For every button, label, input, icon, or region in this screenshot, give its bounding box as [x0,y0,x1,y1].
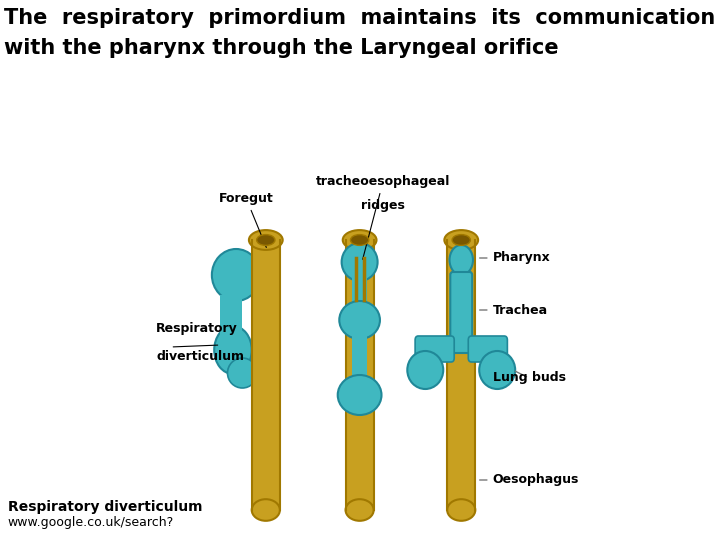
FancyBboxPatch shape [415,336,454,362]
FancyBboxPatch shape [450,272,472,353]
Text: Lung buds: Lung buds [492,371,565,384]
Text: Pharynx: Pharynx [480,252,550,265]
Text: ridges: ridges [361,199,405,212]
Ellipse shape [452,234,470,245]
Ellipse shape [256,234,275,245]
Text: Oesophagus: Oesophagus [480,474,579,487]
Text: The  respiratory  primordium  maintains  its  communication: The respiratory primordium maintains its… [4,8,715,28]
Ellipse shape [228,358,257,388]
Ellipse shape [338,375,382,415]
Text: diverticulum: diverticulum [156,350,244,363]
Text: Foregut: Foregut [219,192,274,247]
FancyBboxPatch shape [468,336,508,362]
Ellipse shape [249,230,283,250]
Ellipse shape [480,351,516,389]
Ellipse shape [343,230,377,250]
Bar [252,260,269,305]
Ellipse shape [447,499,475,521]
Text: Trachea: Trachea [480,303,548,316]
Bar [346,240,374,510]
Text: Respiratory: Respiratory [156,322,238,335]
Bar [352,335,367,385]
Ellipse shape [339,301,380,339]
Ellipse shape [408,351,444,389]
Ellipse shape [351,234,369,245]
Text: www.google.co.uk/search?: www.google.co.uk/search? [8,516,174,529]
Bar [447,240,475,510]
Ellipse shape [252,499,280,521]
Bar [220,295,243,350]
Bar [352,278,367,306]
Ellipse shape [341,243,377,281]
Ellipse shape [449,245,473,275]
Text: Respiratory diverticulum: Respiratory diverticulum [8,500,202,514]
Bar [252,240,280,510]
Ellipse shape [444,230,478,250]
Ellipse shape [212,249,261,301]
Text: tracheoesophageal: tracheoesophageal [316,175,450,259]
Ellipse shape [215,326,252,374]
Text: with the pharynx through the Laryngeal orifice: with the pharynx through the Laryngeal o… [4,38,559,58]
Ellipse shape [346,499,374,521]
